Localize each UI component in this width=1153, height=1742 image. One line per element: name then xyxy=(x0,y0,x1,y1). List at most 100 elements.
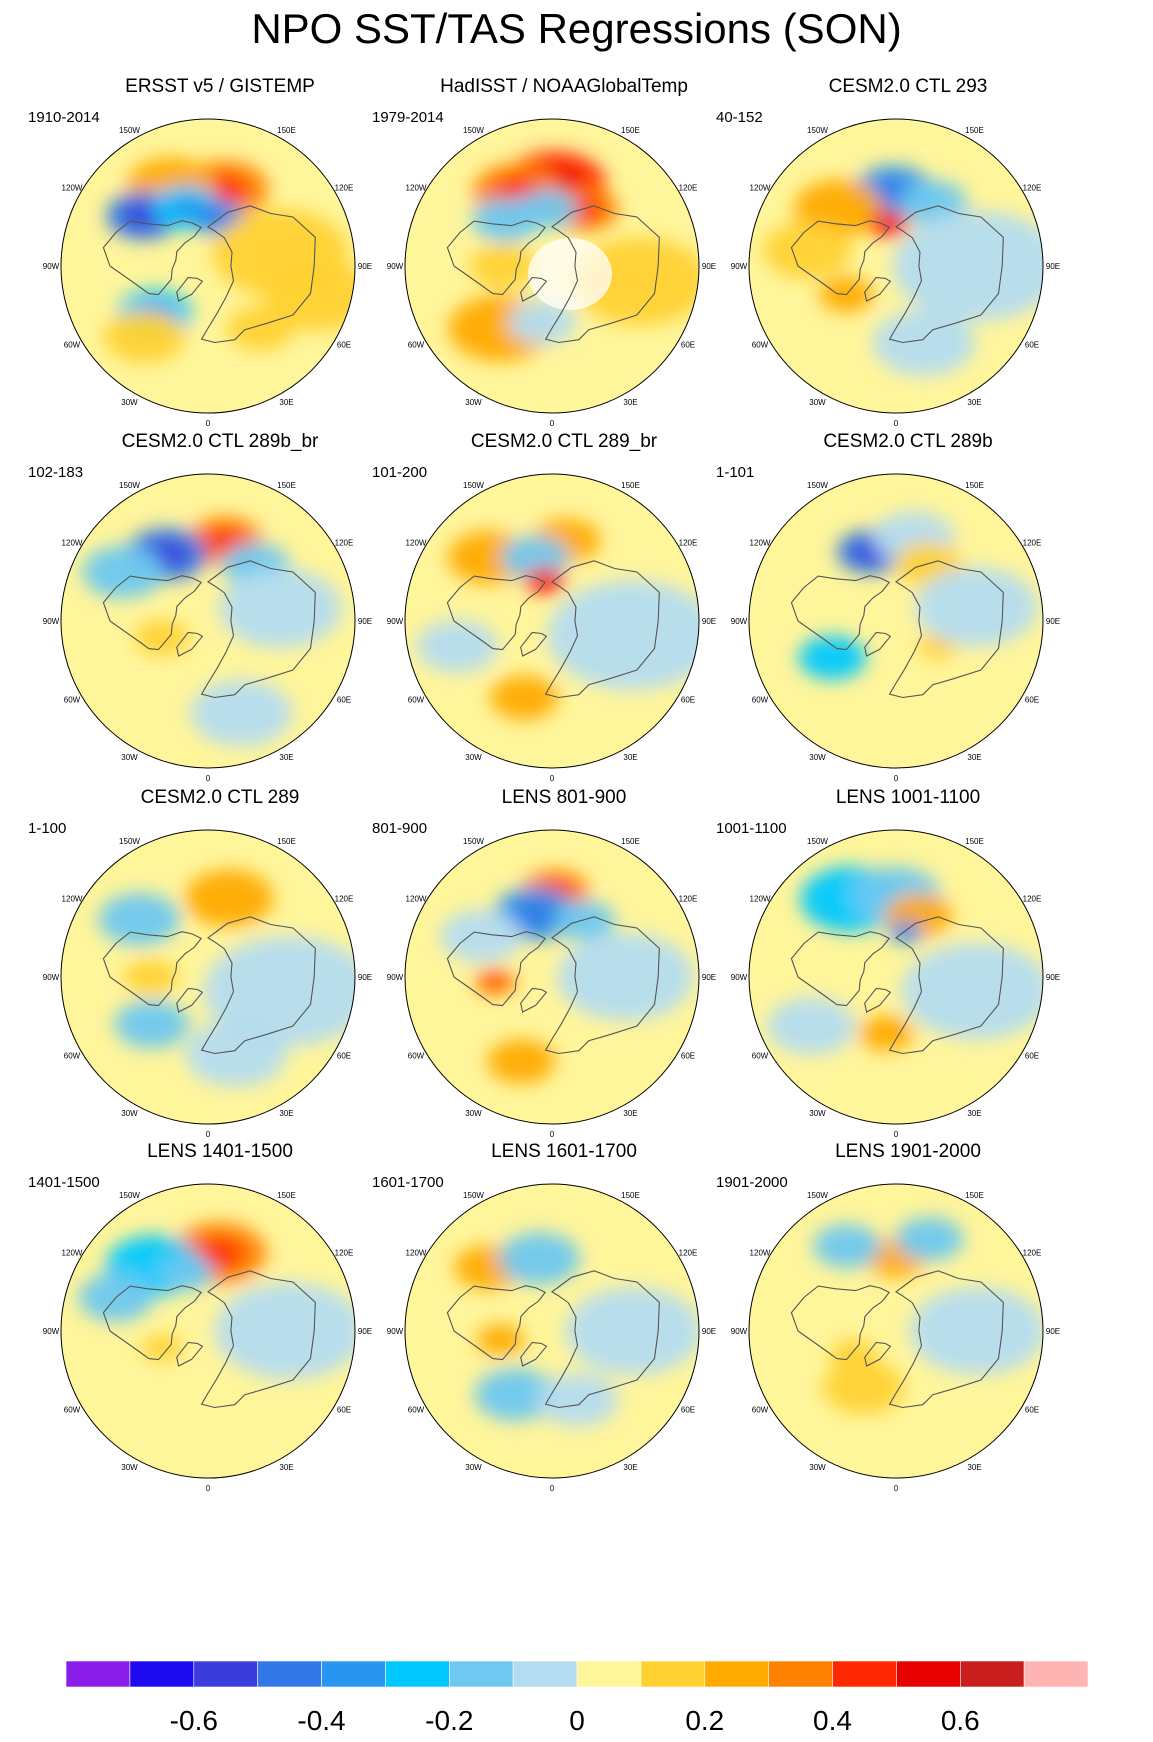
longitude-label: 120W xyxy=(750,1249,771,1258)
map-border xyxy=(404,118,700,414)
longitude-label: 30E xyxy=(623,1463,637,1472)
coastline xyxy=(790,575,891,651)
longitude-label: 90E xyxy=(702,262,716,271)
map-border xyxy=(404,473,700,769)
longitude-label: 90E xyxy=(1046,1327,1060,1336)
map-panel: LENS 1401-1500180150E120E90E60E30E030W60… xyxy=(28,1141,388,1531)
longitude-label: 150E xyxy=(277,481,296,490)
longitude-label: 120W xyxy=(406,895,427,904)
anomaly-region xyxy=(219,568,342,648)
longitude-label: 30E xyxy=(967,753,981,762)
colorbar-swatch xyxy=(448,1660,514,1688)
anomaly-region xyxy=(858,1015,914,1051)
panel-years: 1601-1700 xyxy=(372,1174,444,1191)
colorbar-swatch xyxy=(832,1660,897,1688)
colorbar-swatch xyxy=(896,1660,961,1688)
longitude-label: 30E xyxy=(623,1109,637,1118)
longitude-label: 90E xyxy=(358,973,372,982)
map-panel: CESM2.0 CTL 293180150E120E90E60E30E030W6… xyxy=(716,76,1076,466)
longitude-label: 90E xyxy=(358,617,372,626)
longitude-label: 30E xyxy=(623,753,637,762)
map-panel: CESM2.0 CTL 289b180150E120E90E60E30E030W… xyxy=(716,431,1076,821)
anomaly-core xyxy=(877,217,900,231)
anomaly-region xyxy=(82,545,164,599)
map-border xyxy=(60,1183,356,1479)
anomaly-region xyxy=(915,567,1038,647)
longitude-label: 30E xyxy=(279,398,293,407)
panel-years: 801-900 xyxy=(372,820,428,837)
longitude-label: 150E xyxy=(965,126,984,135)
map-field xyxy=(61,119,355,413)
longitude-label: 30W xyxy=(465,1463,482,1472)
anomaly-region xyxy=(909,1287,1043,1375)
longitude-label: 30W xyxy=(809,398,826,407)
anomaly-field xyxy=(798,511,1038,680)
panel-title: LENS 1901-2000 xyxy=(835,1141,981,1162)
longitude-label: 150E xyxy=(965,837,984,846)
coastline xyxy=(102,1285,203,1361)
coastline xyxy=(520,987,548,1013)
colorbar-label: 0.4 xyxy=(813,1705,852,1736)
map-border xyxy=(748,1183,1044,1479)
polar-map: 180150E120E90E60E30E030W60W90W120W150W xyxy=(387,829,716,1139)
colorbar-swatch xyxy=(385,1660,450,1688)
longitude-label: 90W xyxy=(387,1327,404,1336)
longitude-label: 30E xyxy=(623,398,637,407)
map-panel: ERSST v5 / GISTEMP180150E120E90E60E30E03… xyxy=(28,76,388,466)
colorbar-swatch xyxy=(640,1660,706,1688)
longitude-label: 0 xyxy=(894,1130,899,1139)
coastline xyxy=(446,1285,547,1361)
colorbar-swatch xyxy=(1023,1660,1089,1688)
polar-map: 180150E120E90E60E30E030W60W90W120W150W xyxy=(43,118,372,428)
map-border xyxy=(404,829,700,1125)
anomaly-region xyxy=(813,1224,881,1269)
longitude-label: 120E xyxy=(335,539,354,548)
coastline xyxy=(200,1270,316,1409)
map-border xyxy=(60,829,356,1125)
panel-title: LENS 1401-1500 xyxy=(147,1141,293,1162)
longitude-label: 30E xyxy=(967,1463,981,1472)
anomaly-region xyxy=(895,1216,964,1261)
polar-map: 180150E120E90E60E30E030W60W90W120W150W xyxy=(387,1183,716,1493)
coastline xyxy=(864,1341,892,1367)
longitude-label: 90E xyxy=(358,1327,372,1336)
anomaly-region xyxy=(440,909,523,963)
coastline xyxy=(544,1270,660,1409)
longitude-label: 120E xyxy=(679,184,698,193)
anomaly-region xyxy=(159,1255,214,1291)
longitude-label: 120E xyxy=(1023,539,1042,548)
longitude-label: 120E xyxy=(1023,895,1042,904)
coastline xyxy=(102,575,203,651)
anomaly-region xyxy=(798,635,867,680)
longitude-label: 60E xyxy=(337,696,351,705)
longitude-label: 90E xyxy=(702,973,716,982)
map-field xyxy=(61,474,355,768)
coastline xyxy=(790,220,891,296)
anomaly-region xyxy=(184,869,274,927)
longitude-label: 150W xyxy=(463,1191,484,1200)
map-panel: CESM2.0 CTL 289b_br180150E120E90E60E30E0… xyxy=(28,431,388,821)
longitude-label: 150W xyxy=(119,481,140,490)
longitude-label: 120E xyxy=(335,184,354,193)
longitude-label: 30E xyxy=(967,1109,981,1118)
colorbar-label: -0.6 xyxy=(170,1705,218,1736)
anomaly-region xyxy=(190,680,293,747)
longitude-label: 90E xyxy=(702,617,716,626)
anomaly-region xyxy=(822,1361,905,1414)
map-field xyxy=(749,1184,1043,1478)
map-panel: LENS 1601-1700180150E120E90E60E30E030W60… xyxy=(372,1141,732,1531)
longitude-label: 0 xyxy=(894,1484,899,1493)
map-border xyxy=(404,1183,700,1479)
coastline xyxy=(200,205,316,344)
longitude-label: 30E xyxy=(279,1463,293,1472)
longitude-label: 60E xyxy=(681,696,695,705)
map-field xyxy=(749,474,1043,768)
anomaly-region xyxy=(134,620,190,656)
longitude-label: 150E xyxy=(277,126,296,135)
longitude-label: 90W xyxy=(731,617,748,626)
longitude-label: 30W xyxy=(465,753,482,762)
longitude-label: 150W xyxy=(119,837,140,846)
colorbar-label: 0 xyxy=(569,1705,585,1736)
map-border xyxy=(748,473,1044,769)
map-background xyxy=(405,830,699,1124)
